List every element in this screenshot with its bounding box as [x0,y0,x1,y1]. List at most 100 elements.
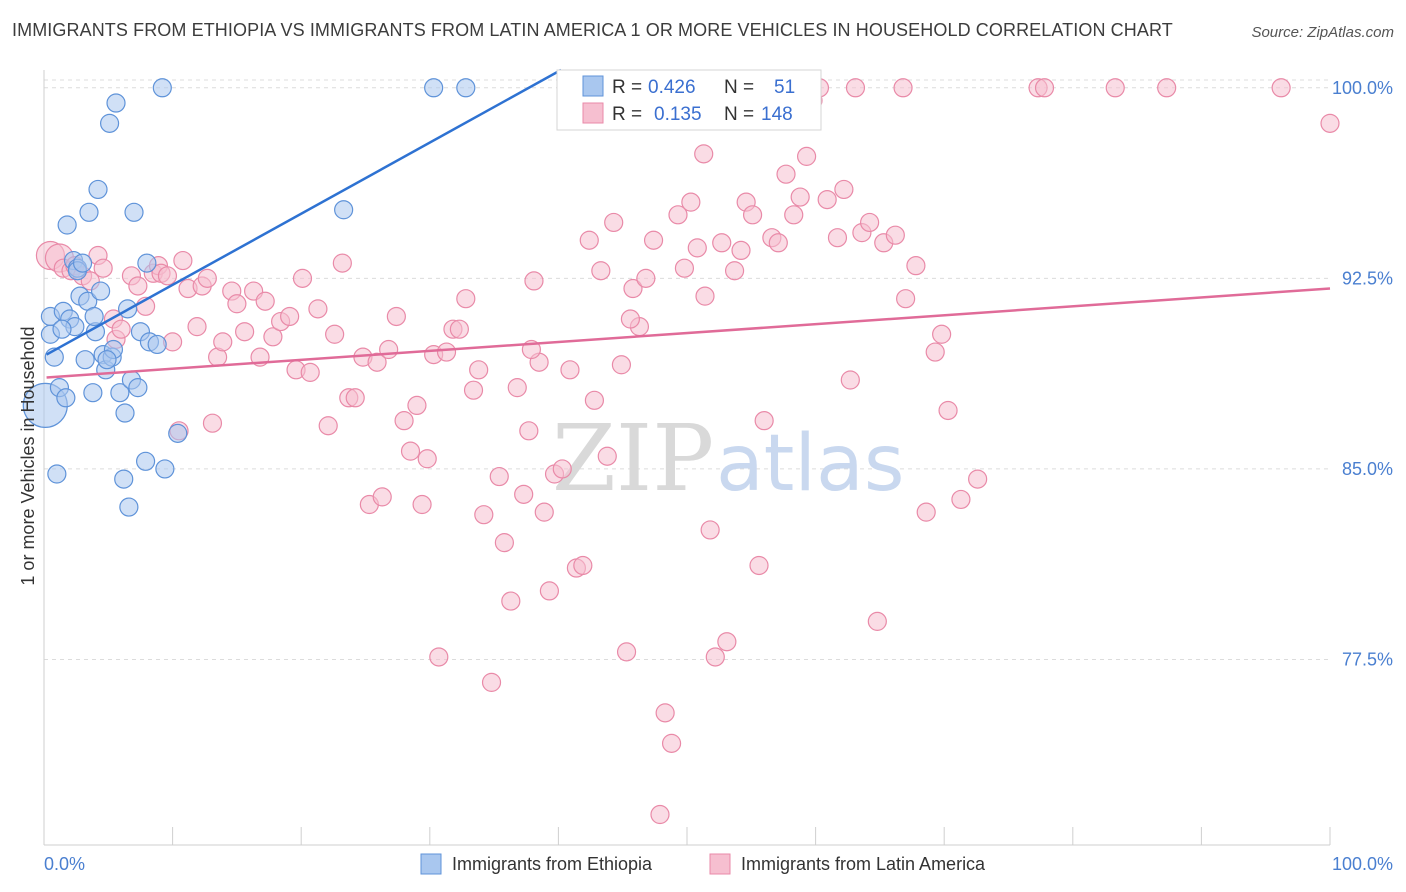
latin-america-point [202,413,223,433]
latin-america-point [501,591,521,611]
ethiopia-point [88,179,108,200]
latin-america-point [674,258,695,278]
latin-america-point [860,212,880,233]
ethiopia-point [155,459,175,479]
latin-america-point [650,804,670,825]
latin-america-point [754,411,774,431]
latin-america-point [916,502,936,522]
y-tick-label: 85.0% [1342,459,1393,479]
legend-swatch-ethiopia [420,853,442,875]
latin-america-point [292,268,313,288]
latin-america-point [687,238,707,258]
latin-america-point [449,319,469,339]
legend-label-ethiopia: Immigrants from Ethiopia [452,854,653,874]
latin-america-point [379,339,399,360]
series-ethiopia-points [22,78,476,517]
chart-title: IMMIGRANTS FROM ETHIOPIA VS IMMIGRANTS F… [12,20,1173,40]
latin-america-point [604,212,624,233]
y-tick-label: 92.5% [1342,268,1393,288]
legend: Immigrants from Ethiopia Immigrants from… [420,853,986,875]
latin-america-point [700,520,720,540]
latin-america-point [318,416,338,436]
stats-n-label-ethiopia: N = [724,77,754,98]
latin-america-point [1157,78,1177,98]
ethiopia-point [106,93,126,113]
latin-america-point [128,276,148,296]
latin-america-point [951,489,971,510]
latin-america-point [173,250,193,271]
ethiopia-point [56,388,76,408]
trendlines [45,68,1331,379]
latin-america-point [255,291,275,311]
latin-america-point [213,332,233,352]
latin-america-point [796,146,817,166]
ethiopia-point [119,497,139,517]
watermark-zip: ZIP [552,405,714,512]
latin-america-point [636,268,656,288]
stats-r-label-latin-america: R = [612,104,642,125]
ethiopia-point [168,423,188,443]
ethiopia-point [83,383,103,403]
latin-america-point [481,672,502,692]
ethiopia-point [114,469,134,489]
latin-america-point [474,505,494,525]
legend-label-latin-america: Immigrants from Latin America [741,854,986,874]
latin-america-point [308,299,328,319]
latin-america-point [925,342,945,362]
latin-america-point [300,362,320,382]
stats-swatch-ethiopia [582,75,604,97]
latin-america-point [560,360,580,380]
latin-america-point [93,258,113,278]
latin-america-point [661,733,682,753]
axes [43,70,1331,846]
latin-america-point [263,327,283,347]
latin-america-point [280,306,300,327]
latin-america-point [394,411,414,431]
latin-america-point [1271,78,1291,98]
latin-america-point [157,266,178,286]
latin-america-point [834,179,854,200]
ethiopia-point [456,78,476,98]
latin-america-point [784,205,804,225]
trendline-latin-america [46,287,1331,379]
latin-america-point [968,469,988,489]
latin-america-point [1105,78,1125,98]
ethiopia-point [147,334,167,355]
latin-america-point [731,240,751,261]
x-tick-label-min: 0.0% [44,854,85,874]
latin-america-point [456,289,476,309]
latin-america-point [429,647,449,667]
latin-america-point [519,421,539,441]
latin-america-point [400,441,421,461]
y-axis-label: 1 or more Vehicles in Household [18,326,38,585]
ethiopia-point [334,200,354,220]
ethiopia-point [99,113,120,133]
ethiopia-point [47,464,67,484]
ethiopia-point [84,306,104,327]
series-latin-america-points [35,78,1340,825]
latin-america-point [681,192,701,212]
watermark: ZIP atlas [552,405,905,512]
latin-america-point [412,494,432,515]
latin-america-point [507,378,527,398]
latin-america-point [573,555,593,576]
y-tick-label: 100.0% [1332,78,1393,98]
source-credit: Source: ZipAtlas.com [1251,24,1394,41]
latin-america-point [235,322,255,342]
latin-america-point [436,342,457,362]
latin-america-point [591,261,611,281]
watermark-atlas: atlas [716,419,905,509]
latin-america-point [938,400,958,421]
latin-america-point [187,317,207,337]
latin-america-point [616,642,637,662]
latin-america-point [611,355,632,375]
latin-america-point [840,370,860,390]
latin-america-point [372,487,392,507]
latin-america-point [932,324,952,344]
latin-america-point [724,261,745,281]
latin-america-point [332,253,352,273]
y-tick-label: 77.5% [1342,650,1393,670]
ethiopia-point [57,215,77,235]
latin-america-point [534,502,554,522]
trendline-ethiopia [45,68,562,356]
